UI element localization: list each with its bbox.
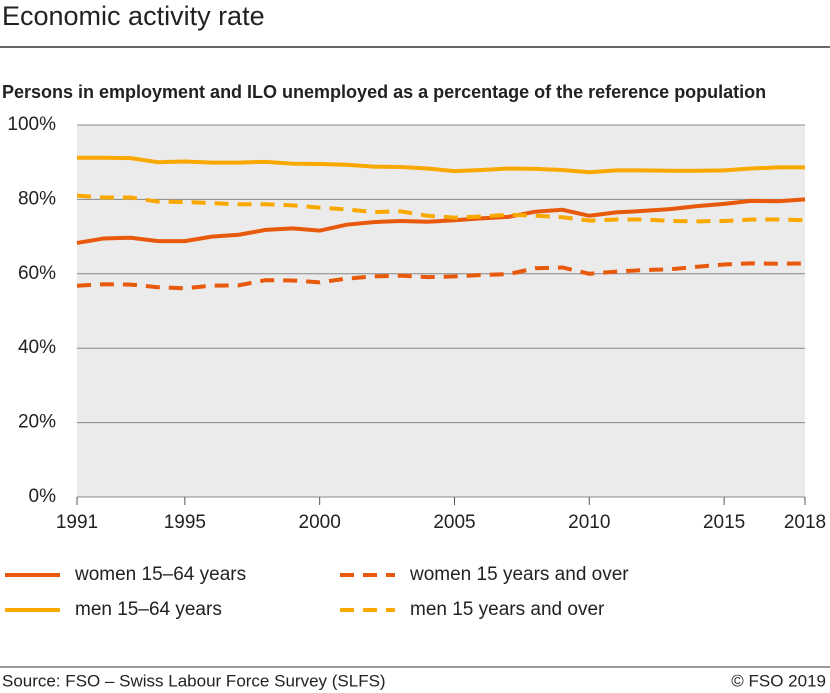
- chart-subtitle: Persons in employment and ILO unemployed…: [2, 82, 766, 102]
- legend-label: women 15–64 years: [74, 564, 246, 585]
- chart-title: Economic activity rate: [2, 1, 265, 31]
- y-tick-label: 40%: [18, 337, 56, 358]
- x-tick-label: 2000: [299, 512, 341, 533]
- plot-area: [77, 125, 805, 497]
- series-line: [76, 197, 806, 245]
- copyright: © FSO 2019: [731, 671, 826, 690]
- y-tick-label: 100%: [7, 114, 56, 135]
- y-tick-label: 20%: [18, 412, 56, 433]
- y-tick-label: 0%: [29, 486, 57, 507]
- legend-label: men 15 years and over: [410, 599, 605, 620]
- x-tick-label: 2018: [784, 512, 826, 533]
- legend-label: men 15–64 years: [75, 599, 222, 620]
- legend-label: women 15 years and over: [409, 564, 629, 585]
- x-tick-label: 1995: [164, 512, 206, 533]
- series-line: [76, 193, 806, 224]
- x-tick-label: 2010: [568, 512, 610, 533]
- y-tick-label: 60%: [18, 263, 56, 284]
- series-line: [76, 261, 806, 291]
- series-line: [77, 155, 805, 175]
- x-tick-label: 2005: [433, 512, 475, 533]
- y-tick-label: 80%: [18, 188, 56, 209]
- x-tick-label: 2015: [703, 512, 745, 533]
- source: Source: FSO – Swiss Labour Force Survey …: [2, 671, 386, 690]
- x-tick-label: 1991: [56, 512, 98, 533]
